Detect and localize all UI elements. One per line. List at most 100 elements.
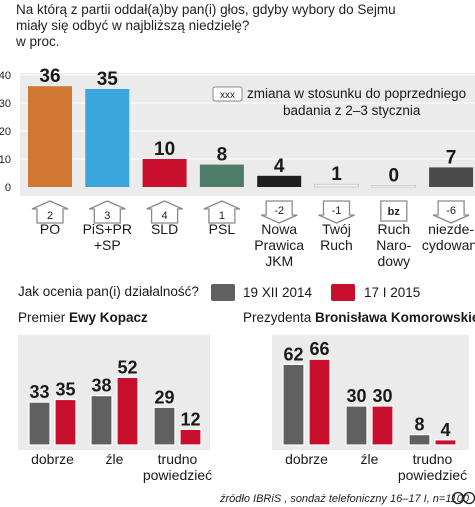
legend-change-box (212, 86, 243, 102)
category-label: PiS+PR (83, 221, 132, 237)
kopacz-category-label: powiedzieć (143, 467, 212, 483)
komorowski-bar-value-label: 30 (372, 386, 392, 406)
y-tick-label: 10 (0, 154, 11, 166)
category-label: +SP (94, 237, 121, 253)
main-bar-value-label: 10 (154, 139, 175, 160)
change-arrow-icon (203, 200, 241, 224)
main-bar-value-label: 7 (446, 147, 457, 168)
kopacz-bar-value-label: 29 (154, 387, 174, 407)
kopacz-bar-value-label: 35 (55, 380, 75, 400)
komorowski-bar (308, 358, 331, 446)
komorowski-bar (408, 434, 431, 446)
main-bar (28, 86, 72, 187)
komorowski-plot-background (272, 335, 469, 450)
main-bar (85, 89, 130, 187)
category-label: Nowa (261, 221, 297, 237)
main-bar-value-label: 36 (39, 66, 60, 87)
legend-series-1: 19 XII 2014 (243, 285, 313, 300)
change-value-label: 3 (104, 210, 110, 222)
main-bar-value-label: 4 (274, 156, 285, 177)
rating-question: Jak ocenia pan(i) działalność? (18, 284, 199, 299)
change-arrow-icon (31, 200, 69, 224)
category-label: niezde- (428, 221, 474, 237)
category-label: JKM (265, 253, 293, 269)
category-label: Twój (322, 221, 351, 237)
kopacz-bar (153, 406, 176, 446)
komorowski-bar (282, 363, 305, 446)
komorowski-bar-value-label: 62 (283, 344, 303, 364)
change-value-label: bz (388, 206, 401, 218)
legend-swatch-gray (211, 284, 235, 301)
y-tick-label: 20 (0, 126, 11, 138)
kopacz-bar (179, 428, 202, 446)
question-line-3: w proc. (16, 34, 60, 49)
kopacz-bar-value-label: 12 (180, 409, 200, 429)
change-arrow-icon (260, 200, 298, 224)
komorowski-bar-value-label: 66 (309, 339, 329, 359)
change-value-label: 2 (47, 210, 53, 222)
change-value-label: -2 (274, 205, 284, 217)
change-arrow-icon (89, 200, 126, 224)
kopacz-category-label: dobrze (31, 451, 74, 467)
main-bar (371, 185, 417, 188)
komorowski-bar (371, 405, 394, 446)
change-arrow-icon (318, 200, 355, 224)
change-value-label: 4 (162, 210, 168, 222)
kopacz-bar (116, 376, 139, 446)
kopacz-title: Premier Ewy Kopacz (18, 310, 148, 325)
category-label: PSL (209, 221, 236, 237)
legend-series-2: 17 I 2015 (364, 285, 420, 300)
kopacz-category-label: trudno (158, 451, 198, 467)
kopacz-bar (90, 395, 113, 446)
category-label: Naro- (376, 237, 411, 253)
komorowski-bar (345, 405, 368, 446)
komorowski-bar (434, 439, 457, 446)
question-line-2: miały się odbyć w najbliższą niedzielę? (16, 18, 250, 33)
main-bar (142, 159, 187, 187)
y-tick-label: 40 (0, 70, 11, 82)
main-bar (314, 183, 359, 188)
komorowski-category-label: powiedzieć (398, 467, 467, 483)
category-label: PO (40, 221, 60, 237)
category-label: dowy (377, 253, 410, 269)
change-arrow-icon (380, 200, 408, 222)
main-bar-value-label: 35 (97, 69, 119, 90)
legend-change-text-1: zmiana w stosunku do poprzedniego (247, 86, 466, 101)
main-bar-value-label: 8 (217, 145, 228, 166)
komorowski-category-label: trudno (413, 451, 453, 467)
main-bar (199, 164, 244, 187)
kopacz-bar-value-label: 33 (29, 382, 49, 402)
kopacz-bar (28, 401, 51, 446)
legend-change-text-2: badania z 2–3 stycznia (283, 103, 421, 118)
change-arrow-icon (146, 200, 183, 224)
category-label: Ruch (320, 237, 353, 253)
legend-swatch-red (331, 284, 355, 301)
kopacz-bar (54, 398, 77, 446)
source-note: źródło IBRiS , sondaż telefoniczny 16–17… (220, 493, 469, 505)
komorowski-category-label: dobrze (285, 451, 328, 467)
category-label: SLD (151, 221, 178, 237)
main-bar (429, 167, 474, 187)
komorowski-bar-value-label: 30 (346, 386, 366, 406)
komorowski-bar-value-label: 8 (414, 415, 424, 435)
y-tick-label: 30 (0, 98, 11, 110)
legend-change-box-label: xxx (220, 90, 235, 101)
main-bar-value-label: 0 (389, 166, 400, 187)
kopacz-bar-value-label: 38 (91, 376, 111, 396)
main-bar-value-label: 1 (331, 164, 342, 185)
komorowski-category-label: źle (361, 451, 379, 467)
change-value-label: 1 (219, 210, 225, 222)
question-text: Na którą z partii oddał(a)by pan(i) głos… (16, 2, 456, 50)
komorowski-bar-value-label: 4 (440, 420, 450, 440)
change-value-label: -1 (332, 205, 342, 217)
y-tick-label: 0 (5, 182, 11, 194)
change-arrow-icon (432, 200, 470, 224)
change-value-label: -6 (446, 205, 456, 217)
komorowski-title: Prezydenta Bronisława Komorowskiego (243, 310, 475, 325)
main-bar (257, 175, 302, 187)
question-line-1: Na którą z partii oddał(a)by pan(i) głos… (16, 2, 396, 17)
kopacz-bar-value-label: 52 (117, 357, 137, 377)
category-label: cydowani (422, 237, 475, 253)
category-label: Ruch (377, 221, 410, 237)
